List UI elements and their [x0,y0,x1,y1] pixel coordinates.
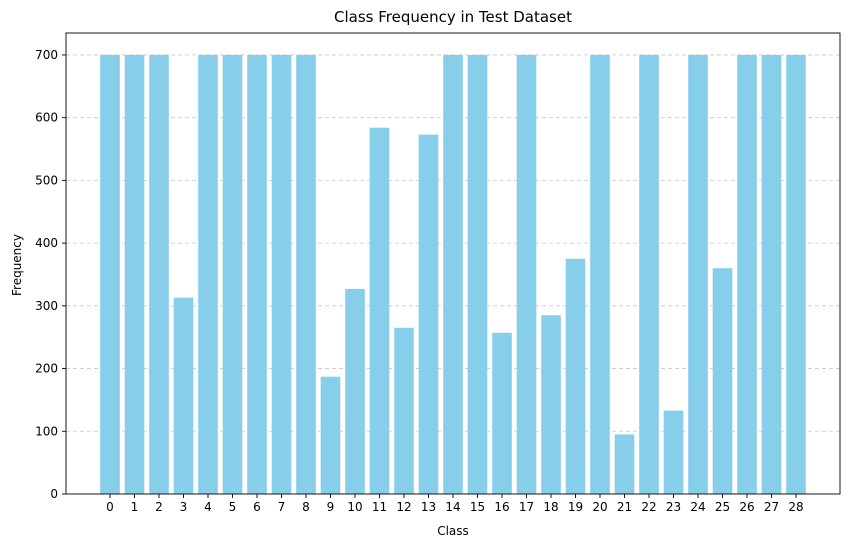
x-tick-label: 8 [302,500,310,514]
bar-class-3 [173,297,194,494]
bar-class-25 [712,268,733,494]
bar-class-26 [737,54,757,494]
bar-class-14 [443,54,463,494]
y-tick-label: 300 [35,299,58,313]
y-tick-label: 100 [35,424,58,438]
bars-layer [100,54,806,495]
bar-class-20 [590,54,610,494]
x-ticks-layer: 0 1 2 3 4 5 6 7 8 9 10 11 12 13 14 15 16 17 18 19 20 21 22 23 24… [106,494,804,514]
bar-class-13 [418,134,439,495]
y-tick-label: 500 [35,173,58,187]
y-tick-label: 700 [35,48,58,62]
bar-class-12 [394,327,414,494]
bar-class-27 [761,54,782,494]
y-tick-label: 600 [35,111,58,125]
y-axis-label: Frequency [10,234,24,296]
bar-class-19 [565,258,586,494]
bar-class-11 [369,127,390,494]
y-tick-label: 0 [50,487,58,501]
x-tick-label: 19 [568,500,583,514]
bar-class-4 [198,54,218,494]
bar-class-7 [271,54,292,494]
chart-title: Class Frequency in Test Dataset [334,8,572,26]
y-ticks-layer: 0 100 200 300 400 500 600 700 [35,48,66,501]
bar-class-15 [467,54,488,494]
x-tick-label: 6 [253,500,261,514]
x-axis-label: Class [437,524,469,538]
x-tick-label: 4 [204,500,212,514]
x-tick-label: 21 [617,500,632,514]
bar-class-2 [149,54,169,494]
x-tick-label: 20 [592,500,607,514]
x-tick-label: 13 [421,500,436,514]
x-tick-label: 5 [229,500,237,514]
bar-class-21 [614,434,635,494]
x-tick-label: 25 [715,500,730,514]
bar-class-10 [345,288,365,494]
x-tick-label: 14 [445,500,460,514]
bar-class-9 [320,376,341,494]
bar-class-1 [124,54,145,494]
x-tick-label: 7 [278,500,286,514]
x-tick-label: 27 [764,500,779,514]
bar-class-28 [786,54,806,494]
bar-class-6 [247,54,267,494]
x-tick-label: 18 [543,500,558,514]
y-tick-label: 400 [35,236,58,250]
bar-class-16 [492,332,512,494]
bar-class-23 [663,410,684,494]
x-tick-label: 11 [372,500,387,514]
x-tick-label: 26 [739,500,754,514]
x-tick-label: 2 [155,500,163,514]
x-tick-label: 16 [494,500,509,514]
bar-class-17 [516,54,537,494]
bar-class-0 [100,54,120,494]
bar-class-24 [688,54,708,494]
x-tick-label: 24 [690,500,705,514]
bar-class-5 [222,54,243,494]
x-tick-label: 28 [788,500,803,514]
x-tick-label: 22 [641,500,656,514]
x-tick-label: 0 [106,500,114,514]
x-tick-label: 9 [327,500,335,514]
x-tick-label: 10 [347,500,362,514]
x-tick-label: 23 [666,500,681,514]
bar-class-18 [541,315,561,494]
y-tick-label: 200 [35,362,58,376]
x-tick-label: 3 [180,500,188,514]
bar-class-22 [639,54,659,494]
bar-class-8 [296,54,316,494]
x-tick-label: 15 [470,500,485,514]
x-tick-label: 1 [131,500,139,514]
x-tick-label: 12 [396,500,411,514]
x-tick-label: 17 [519,500,534,514]
